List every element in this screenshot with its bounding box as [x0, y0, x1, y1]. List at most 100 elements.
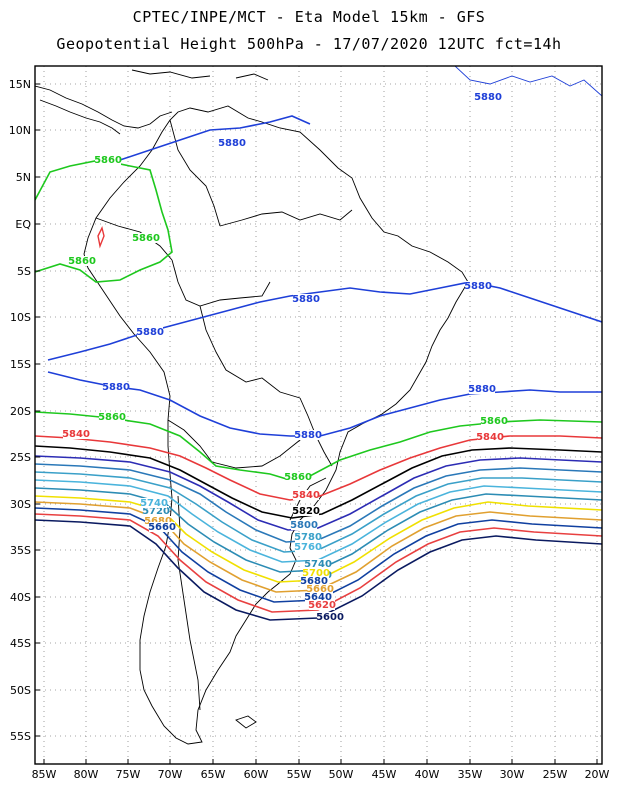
contour-label-5860: 5860 [480, 416, 508, 427]
lat-tick-label: 5S [17, 265, 31, 278]
border-brazil-north [219, 209, 353, 227]
lon-tick-label: 45W [372, 768, 397, 781]
map-frame-background [35, 66, 602, 764]
contour-label-5780: 5780 [294, 532, 322, 543]
contour-label-5680: 5680 [300, 576, 328, 587]
contour-5640 [35, 513, 602, 613]
lat-tick-label: 30S [10, 498, 31, 511]
contour-label-5740: 5740 [304, 559, 332, 570]
map-title-line2: Geopotential Height 500hPa - 17/07/2020 … [56, 35, 562, 53]
contour-label-5820: 5820 [292, 506, 320, 517]
lat-tick-label: 5N [16, 171, 31, 184]
contour-label-background [475, 92, 501, 102]
contour-label-5740: 5740 [140, 498, 168, 509]
lat-tick-label: 35S [10, 544, 31, 557]
contour-label-background [295, 430, 321, 440]
contour-label-background [295, 532, 321, 542]
contour-label-5860: 5860 [68, 256, 96, 267]
lon-tick-label: 30W [500, 768, 525, 781]
contour-label-background [469, 384, 495, 394]
caribbean-islands-2 [235, 73, 269, 81]
border-colombia-venezuela [169, 119, 221, 227]
contour-label-5800: 5800 [290, 520, 318, 531]
contour-label-background [95, 155, 121, 165]
contour-label-5720: 5720 [142, 506, 170, 517]
lon-tick-label: 60W [244, 768, 269, 781]
lon-tick-label: 25W [543, 768, 568, 781]
lon-tick-label: 50W [329, 768, 354, 781]
contour-label-5880: 5880 [464, 281, 492, 292]
central-america-coastline [35, 85, 173, 129]
contour-5880-north [454, 66, 602, 97]
lon-tick-label: 65W [201, 768, 226, 781]
lon-tick-label: 75W [116, 768, 141, 781]
contour-labels: 5880 5880 5880 5880 5880 5880 5880 5880 5860 5860… [62, 92, 508, 623]
contour-label-background [143, 506, 169, 516]
contour-label-5880: 5880 [218, 138, 246, 149]
contour-label-5880: 5880 [294, 430, 322, 441]
contour-label-background [141, 498, 167, 508]
lat-tick-label: 45S [10, 637, 31, 650]
lat-tick-label: EQ [15, 218, 31, 231]
contour-label-5660: 5660 [148, 522, 176, 533]
caribbean-islands [131, 69, 211, 79]
contour-label-background [465, 281, 491, 291]
contour-label-5880: 5880 [102, 382, 130, 393]
contour-label-5620: 5620 [308, 600, 336, 611]
contour-label-background [477, 432, 503, 442]
border-argentina-north [167, 419, 311, 469]
central-america-pacific-coast [39, 99, 121, 135]
map-frame [34, 65, 603, 765]
longitude-labels: 85W 80W 75W 70W 65W 60W 55W 50W 45W 40W 35W 30W 25W 2… [32, 759, 610, 781]
falkland-islands [235, 715, 257, 729]
lon-tick-label: 55W [287, 768, 312, 781]
lat-tick-label: 10S [10, 311, 31, 324]
contour-label-5840: 5840 [62, 429, 90, 440]
contour-label-background [307, 584, 333, 594]
contour-label-background [309, 600, 335, 610]
contour-label-background [301, 576, 327, 586]
contour-label-5860: 5860 [98, 412, 126, 423]
lat-tick-label: 55S [10, 730, 31, 743]
contour-label-background [305, 559, 331, 569]
contour-label-5860: 5860 [284, 472, 312, 483]
lat-tick-label: 25S [10, 451, 31, 464]
lon-tick-label: 35W [458, 768, 483, 781]
border-peru-brazil [171, 259, 271, 307]
contour-label-background [103, 382, 129, 392]
contour-label-background [317, 612, 343, 622]
lon-tick-label: 40W [415, 768, 440, 781]
contour-label-5860: 5860 [132, 233, 160, 244]
contour-label-5840: 5840 [292, 490, 320, 501]
contour-label-background [295, 542, 321, 552]
contour-label-background [99, 412, 125, 422]
contour-5860-north [35, 159, 173, 283]
contour-label-5640: 5640 [304, 592, 332, 603]
lat-tick-label: 40S [10, 591, 31, 604]
coastlines-and-borders [35, 66, 602, 745]
contour-label-background [133, 233, 159, 243]
contour-label-background [293, 294, 319, 304]
contour-label-background [285, 472, 311, 482]
contour-label-5700: 5700 [302, 568, 330, 579]
border-ecuador-peru [95, 217, 173, 261]
contour-label-background [303, 568, 329, 578]
lon-tick-label: 20W [585, 768, 610, 781]
contour-label-5600: 5600 [316, 612, 344, 623]
contour-label-background [63, 429, 89, 439]
contour-label-background [293, 490, 319, 500]
map-title-line1: CPTEC/INPE/MCT - Eta Model 15km - GFS [132, 8, 486, 26]
contour-label-5680: 5680 [144, 516, 172, 527]
lat-tick-label: 50S [10, 684, 31, 697]
contour-label-background [481, 416, 507, 426]
contour-label-background [305, 592, 331, 602]
contour-label-background [69, 256, 95, 266]
contour-label-background [293, 506, 319, 516]
lat-tick-label: 10N [9, 124, 31, 137]
latitude-labels: 15N 10N 5N EQ 5S 10S 15S 20S 25S 30S 35S 40S 45S 50S 5… [9, 78, 40, 743]
contour-5880-a [119, 115, 311, 161]
contour-label-5880: 5880 [474, 92, 502, 103]
contour-5740 [35, 479, 602, 563]
contour-label-background [219, 138, 245, 148]
